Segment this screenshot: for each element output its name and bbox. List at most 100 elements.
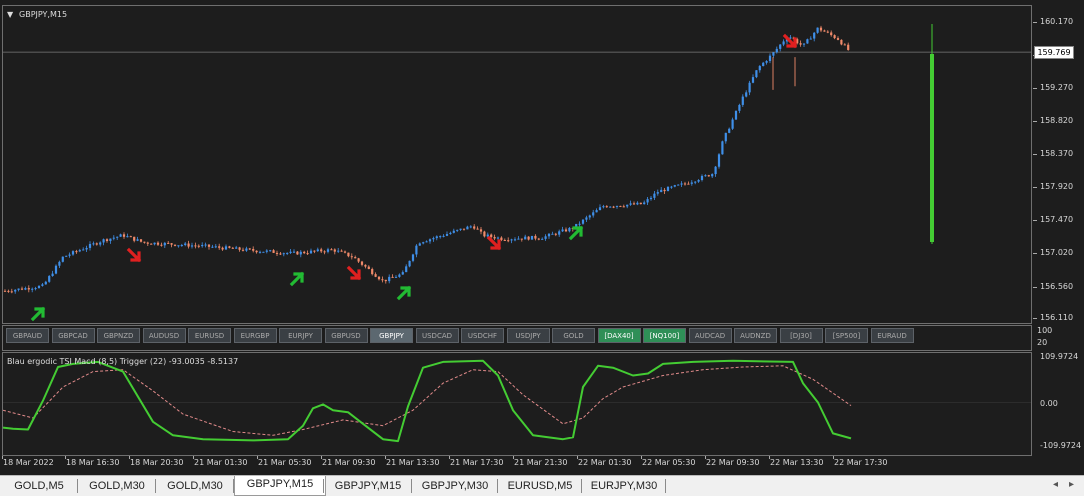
- symbol-button-dj30[interactable]: [DJ30]: [779, 328, 823, 343]
- candle: [717, 153, 721, 169]
- time-tick: [193, 456, 194, 459]
- time-tick: [641, 456, 642, 459]
- time-label: 21 Mar 13:30: [386, 458, 440, 467]
- candle: [629, 200, 632, 206]
- symbol-button-usdjpy[interactable]: USDJPY: [506, 328, 550, 343]
- candle: [3, 289, 7, 292]
- candle: [823, 29, 826, 32]
- time-tick: [833, 456, 834, 459]
- symbol-button-gbpjpy[interactable]: GBPJPY: [370, 328, 413, 343]
- candle: [462, 228, 466, 231]
- symbol-button-audcad[interactable]: AUDCAD: [688, 328, 732, 343]
- candle: [248, 247, 251, 250]
- candle: [187, 240, 190, 249]
- candle: [184, 241, 187, 247]
- symbol-button-gbpaud[interactable]: GBPAUD: [6, 328, 49, 343]
- symbol-button-eurgbp[interactable]: EURGBP: [233, 328, 277, 343]
- tabs-scroll-left-icon[interactable]: ◂: [1052, 479, 1058, 490]
- candle: [731, 117, 734, 131]
- tab-separator: [233, 479, 234, 493]
- candle: [204, 242, 207, 248]
- symbol-button-dax40[interactable]: [DAX40]: [597, 328, 641, 343]
- candle: [146, 241, 149, 247]
- candle: [748, 80, 751, 96]
- symbol-button-audusd[interactable]: AUDUSD: [142, 328, 186, 343]
- candle: [449, 231, 452, 235]
- symbol-button-gbpcad[interactable]: GBPCAD: [51, 328, 95, 343]
- symbol-button-eurusd[interactable]: EURUSD: [188, 328, 231, 343]
- candle: [683, 181, 687, 186]
- price-tick: [1033, 154, 1037, 155]
- symbol-button-eurjpy[interactable]: EURJPY: [279, 328, 322, 343]
- time-tick: [65, 456, 66, 459]
- sell-arrow-icon: [486, 235, 502, 251]
- price-level-label: 157.920: [1040, 182, 1074, 191]
- symbol-button-sp500[interactable]: [SP500]: [825, 328, 868, 343]
- candle: [71, 250, 75, 256]
- chart-tab[interactable]: EURJPY,M30: [590, 480, 658, 492]
- price-chart-pane[interactable]: ▼ GBPJPY,M15: [2, 5, 1032, 324]
- tab-separator: [581, 479, 582, 493]
- candle: [588, 214, 591, 220]
- candle: [197, 244, 200, 249]
- candle: [568, 226, 571, 233]
- candle: [721, 140, 724, 155]
- time-label: 18 Mar 20:30: [130, 458, 184, 467]
- candle: [609, 206, 612, 208]
- candle: [384, 279, 387, 284]
- candle: [65, 255, 68, 257]
- candle: [163, 241, 166, 249]
- chart-tab[interactable]: GOLD,M30: [167, 480, 223, 492]
- symbol-button-usdchf[interactable]: USDCHF: [461, 328, 504, 343]
- candle: [299, 250, 302, 258]
- chart-tab[interactable]: GBPJPY,M15: [334, 480, 402, 492]
- oscillator-pane[interactable]: Blau ergodic TSI Macd (8,5) Trigger (22)…: [2, 352, 1032, 456]
- chart-tab[interactable]: GBPJPY,M30: [421, 480, 489, 492]
- candle: [262, 251, 265, 253]
- candle: [813, 31, 816, 42]
- time-label: 22 Mar 17:30: [834, 458, 888, 467]
- symbol-button-usdcad[interactable]: USDCAD: [415, 328, 459, 343]
- candle: [211, 244, 214, 248]
- tsi-line: [3, 359, 852, 443]
- chart-title-dropdown-icon[interactable]: ▼: [7, 10, 14, 19]
- time-label: 21 Mar 17:30: [450, 458, 504, 467]
- symbol-button-gbpnzd[interactable]: GBPNZD: [97, 328, 140, 343]
- candle: [551, 231, 554, 235]
- tab-separator: [411, 479, 412, 493]
- candle: [224, 244, 228, 250]
- symbol-button-nq100[interactable]: [NQ100]: [643, 328, 686, 343]
- price-chart[interactable]: [3, 6, 1032, 324]
- candle: [554, 232, 557, 237]
- oscillator-chart[interactable]: [3, 353, 1032, 456]
- symbol-button-gbpusd[interactable]: GBPUSD: [324, 328, 368, 343]
- chart-tab[interactable]: GOLD,M30: [89, 480, 145, 492]
- time-tick: [769, 456, 770, 459]
- candle: [218, 243, 221, 250]
- candle: [578, 221, 581, 227]
- chart-tab[interactable]: EURUSD,M5: [507, 480, 573, 492]
- candle: [768, 53, 772, 64]
- candle: [632, 201, 636, 205]
- candle: [836, 36, 840, 41]
- tabs-scroll-right-icon[interactable]: ▸: [1068, 479, 1074, 490]
- candle: [221, 246, 224, 251]
- symbol-button-euraud[interactable]: EURAUD: [870, 328, 914, 343]
- candle: [765, 60, 768, 65]
- candle: [612, 205, 615, 209]
- candle: [54, 264, 58, 275]
- chart-tab[interactable]: GBPJPY,M15: [234, 476, 326, 496]
- candle: [782, 39, 785, 47]
- candle: [524, 234, 527, 240]
- candle: [432, 236, 435, 242]
- price-tick: [1033, 121, 1037, 122]
- chart-tab[interactable]: GOLD,M5: [14, 480, 64, 492]
- symbol-button-audnzd[interactable]: AUDNZD: [734, 328, 777, 343]
- time-label: 21 Mar 21:30: [514, 458, 568, 467]
- candle: [762, 61, 765, 67]
- candle: [116, 236, 119, 240]
- candle: [160, 242, 163, 247]
- candle: [347, 252, 350, 258]
- candle: [201, 242, 204, 248]
- symbol-button-gold[interactable]: GOLD: [552, 328, 595, 343]
